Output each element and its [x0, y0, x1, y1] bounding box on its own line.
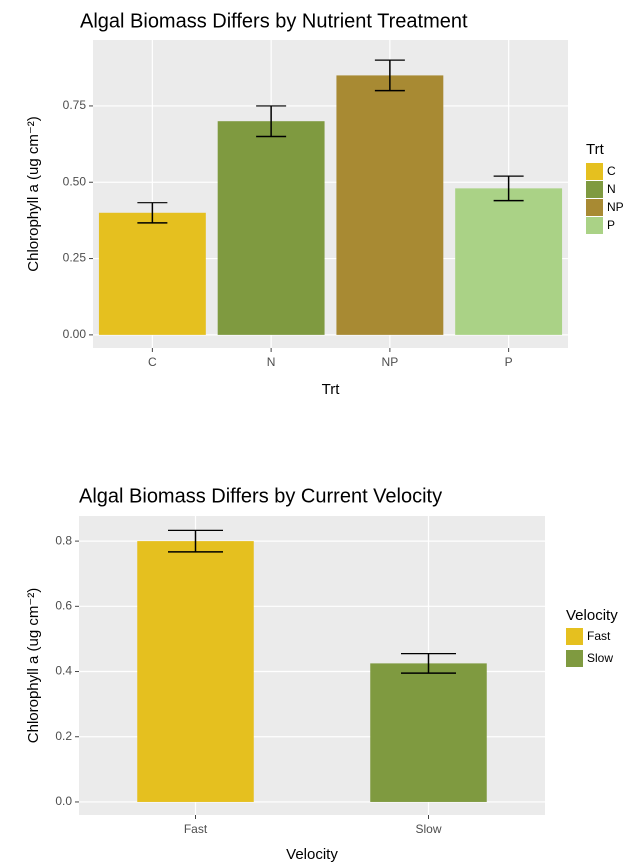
legend-title: Velocity	[566, 607, 618, 624]
legend-title: Trt	[586, 141, 605, 158]
x-tick-label: N	[267, 355, 276, 369]
y-tick-label: 0.8	[55, 533, 72, 547]
x-tick-label: Slow	[415, 822, 441, 836]
x-tick-label: Fast	[184, 822, 208, 836]
legend-label: C	[607, 164, 616, 178]
chart-title: Algal Biomass Differs by Current Velocit…	[79, 485, 442, 507]
bar	[217, 121, 325, 335]
legend-label: P	[607, 218, 615, 232]
legend-key	[586, 199, 603, 216]
legend-label: NP	[607, 200, 624, 214]
x-tick-label: C	[148, 355, 157, 369]
legend-label: Fast	[587, 629, 611, 643]
legend-label: Slow	[587, 651, 613, 665]
y-axis-label: Chlorophyll a (ug cm⁻²)	[25, 588, 42, 743]
legend-key	[586, 217, 603, 234]
y-tick-label: 0.00	[63, 327, 87, 341]
legend-key	[586, 163, 603, 180]
bar	[336, 75, 444, 335]
bar	[137, 541, 254, 802]
y-tick-label: 0.4	[55, 664, 72, 678]
chart-title: Algal Biomass Differs by Nutrient Treatm…	[80, 10, 468, 32]
y-tick-label: 0.6	[55, 598, 72, 612]
legend-key	[586, 181, 603, 198]
x-axis-label: Trt	[322, 381, 341, 398]
x-axis-label: Velocity	[286, 846, 338, 863]
legend-key	[566, 628, 583, 645]
bar	[98, 212, 206, 335]
y-tick-label: 0.75	[63, 98, 87, 112]
x-tick-label: P	[505, 355, 513, 369]
x-tick-label: NP	[382, 355, 399, 369]
y-tick-label: 0.25	[63, 251, 87, 265]
bar	[455, 188, 563, 335]
y-tick-label: 0.2	[55, 729, 72, 743]
legend-key	[566, 650, 583, 667]
y-tick-label: 0.0	[55, 794, 72, 808]
y-axis-label: Chlorophyll a (ug cm⁻²)	[25, 116, 42, 271]
y-tick-label: 0.50	[63, 174, 87, 188]
legend-label: N	[607, 182, 616, 196]
bar	[370, 663, 487, 802]
